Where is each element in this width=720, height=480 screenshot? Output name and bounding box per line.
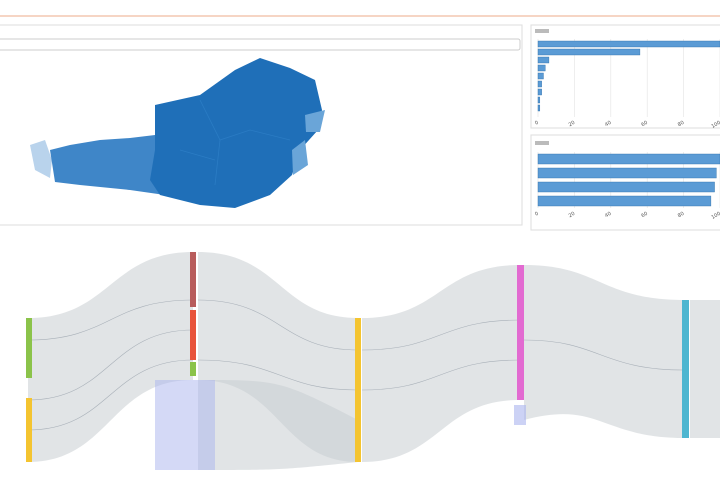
node[interactable]: [682, 300, 689, 438]
bar[interactable]: [537, 104, 541, 112]
panel-title: [535, 29, 549, 33]
x-tick-label: 100: [710, 120, 720, 130]
x-tick-label: 40: [604, 120, 613, 128]
node[interactable]: [355, 318, 361, 462]
panel-title: [535, 141, 549, 145]
x-tick-label: 100: [710, 211, 720, 221]
node[interactable]: [26, 318, 32, 378]
bar-panel: [530, 24, 720, 129]
node-labels: [514, 405, 526, 425]
region: [50, 135, 165, 195]
x-tick-label: 0: [534, 211, 540, 218]
x-tick-label: 80: [677, 120, 686, 128]
node[interactable]: [26, 398, 32, 462]
node-labels: [155, 380, 215, 470]
bar[interactable]: [537, 181, 715, 193]
x-tick-label: 0: [534, 120, 540, 127]
bar[interactable]: [537, 167, 717, 179]
node[interactable]: [190, 310, 196, 360]
bar[interactable]: [537, 96, 541, 104]
bar[interactable]: [537, 88, 542, 96]
search-box[interactable]: [0, 38, 521, 51]
austria-map: [30, 58, 325, 208]
x-tick-label: 20: [568, 211, 577, 219]
bar[interactable]: [537, 80, 542, 88]
bar[interactable]: [537, 153, 720, 165]
x-tick-label: 60: [640, 120, 649, 128]
x-tick-label: 80: [677, 211, 686, 219]
region: [30, 140, 52, 178]
bar[interactable]: [537, 64, 546, 72]
region: [150, 58, 322, 208]
region: [292, 140, 308, 175]
node[interactable]: [517, 265, 524, 400]
region: [305, 110, 325, 132]
sankey: [26, 252, 720, 470]
bar[interactable]: [537, 195, 712, 207]
node[interactable]: [190, 362, 196, 376]
x-tick-label: 60: [640, 211, 649, 219]
bar[interactable]: [537, 40, 720, 48]
x-tick-label: 40: [604, 211, 613, 219]
x-tick-label: 20: [568, 120, 577, 128]
bar[interactable]: [537, 48, 641, 56]
bar[interactable]: [537, 72, 544, 80]
node[interactable]: [190, 252, 196, 307]
bar[interactable]: [537, 56, 550, 64]
